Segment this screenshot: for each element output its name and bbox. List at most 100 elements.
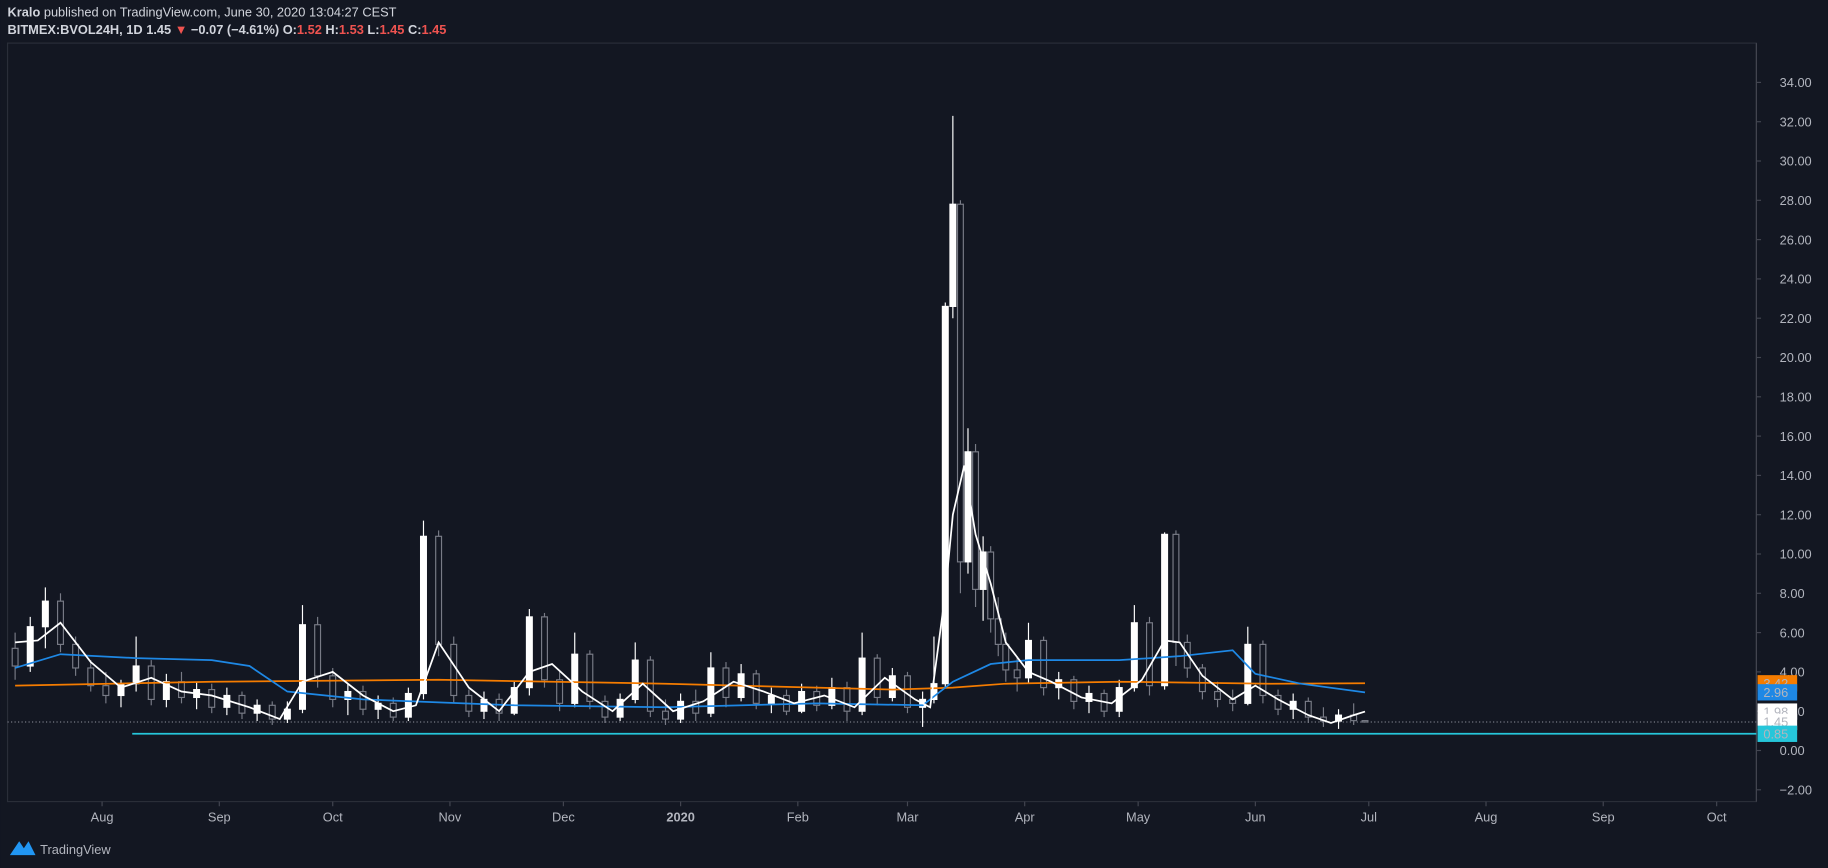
candle-body [888, 675, 896, 699]
y-tick-label: 10.00 [1780, 547, 1812, 562]
moving-average [15, 678, 1366, 691]
x-tick-label: Nov [439, 809, 462, 824]
author: Kralo [8, 4, 41, 19]
candle-body [556, 679, 564, 704]
y-tick-label: 18.00 [1780, 389, 1812, 404]
candle-body [1214, 690, 1222, 700]
brand: TradingView [40, 842, 111, 857]
x-tick-label: Apr [1015, 809, 1036, 824]
candle-body [1161, 533, 1169, 687]
candle-body [858, 657, 866, 712]
x-tick-label: Sep [1592, 809, 1615, 824]
candle-body [616, 698, 624, 718]
candle-body [767, 694, 775, 704]
candle-body [631, 659, 639, 700]
candle-body [956, 203, 964, 563]
header-line-2: BITMEX:BVOL24H, 1D 1.45 ▼ −0.07 (−4.61%)… [8, 22, 447, 37]
candle-body [11, 647, 19, 667]
candle-body [1013, 669, 1021, 679]
candle-body [162, 681, 170, 700]
candle-body [1244, 643, 1252, 704]
y-tick-label: 12.00 [1780, 507, 1812, 522]
y-tick-label: 32.00 [1780, 114, 1812, 129]
candle-body [941, 305, 949, 685]
x-tick-label: Oct [1707, 809, 1727, 824]
price-tag [1757, 684, 1798, 701]
high-value: 1.53 [339, 22, 364, 37]
c-label: C: [408, 22, 422, 37]
y-tick-label: 22.00 [1780, 311, 1812, 326]
candle-body [1361, 720, 1369, 723]
y-tick-label: 30.00 [1780, 154, 1812, 169]
low-value: 1.45 [380, 22, 405, 37]
candle-body [646, 659, 654, 712]
last-price: 1.45 [146, 22, 171, 37]
moving-average [14, 649, 1366, 709]
candle-body [177, 681, 185, 699]
candle-body [1070, 679, 1078, 702]
candle-body [1130, 622, 1138, 689]
x-tick-label: May [1126, 809, 1151, 824]
y-tick-label: 20.00 [1780, 350, 1812, 365]
candle-body [828, 687, 836, 706]
candle-body [1085, 692, 1093, 702]
l-label: L: [367, 22, 379, 37]
candle-body [1145, 622, 1153, 687]
x-tick-label: Sep [208, 809, 231, 824]
candle-body [26, 626, 34, 667]
candle-body [314, 624, 322, 677]
candle-body [344, 690, 352, 700]
y-tick-label: 16.00 [1780, 429, 1812, 444]
x-tick-label: Oct [323, 809, 343, 824]
candle-body [450, 643, 458, 697]
x-tick-label: 2020 [666, 809, 694, 824]
candle-body [571, 653, 579, 704]
candle-body [1172, 533, 1180, 644]
candle-body [1274, 694, 1282, 710]
open-value: 1.52 [297, 22, 322, 37]
candle-body [72, 643, 80, 669]
candle-body [41, 600, 49, 628]
candle-body [435, 535, 443, 645]
symbol: BITMEX:BVOL24H, 1D [8, 22, 143, 37]
price-tag [1757, 725, 1798, 742]
y-tick-label: 14.00 [1780, 468, 1812, 483]
y-tick-label: −2.00 [1780, 782, 1812, 797]
candle-body [722, 667, 730, 699]
candle-body [132, 665, 140, 685]
published: published on TradingView.com, June 30, 2… [44, 4, 397, 19]
candle-body [1198, 667, 1206, 693]
candle-body [1259, 643, 1267, 697]
y-tick-label: 26.00 [1780, 232, 1812, 247]
candle-body [404, 692, 412, 718]
moving-average [15, 465, 1366, 724]
x-tick-label: Aug [91, 809, 114, 824]
candle-body [994, 618, 1002, 645]
price-tag-label: 2.96 [1763, 685, 1788, 700]
y-tick-label: 0.00 [1780, 743, 1805, 758]
candle-body [510, 687, 518, 714]
x-tick-label: Jun [1245, 809, 1266, 824]
candle-body [873, 657, 881, 699]
candle-body [1040, 639, 1048, 689]
o-label: O: [283, 22, 297, 37]
x-tick-label: Dec [552, 809, 575, 824]
arrow: ▼ [175, 22, 188, 37]
header-line-1: Kralo published on TradingView.com, June… [8, 4, 397, 19]
candle-body [268, 704, 276, 720]
candle-body [298, 624, 306, 710]
x-tick-label: Jul [1361, 809, 1377, 824]
price-tag-label: 0.85 [1763, 726, 1788, 741]
y-tick-label: 34.00 [1780, 75, 1812, 90]
candle-body [601, 700, 609, 718]
candle-body [964, 451, 972, 563]
x-tick-label: Mar [896, 809, 919, 824]
h-label: H: [325, 22, 339, 37]
brand-logo [9, 841, 36, 856]
candle-body [540, 616, 548, 681]
candle-body [102, 685, 110, 697]
candle-body [208, 689, 216, 708]
